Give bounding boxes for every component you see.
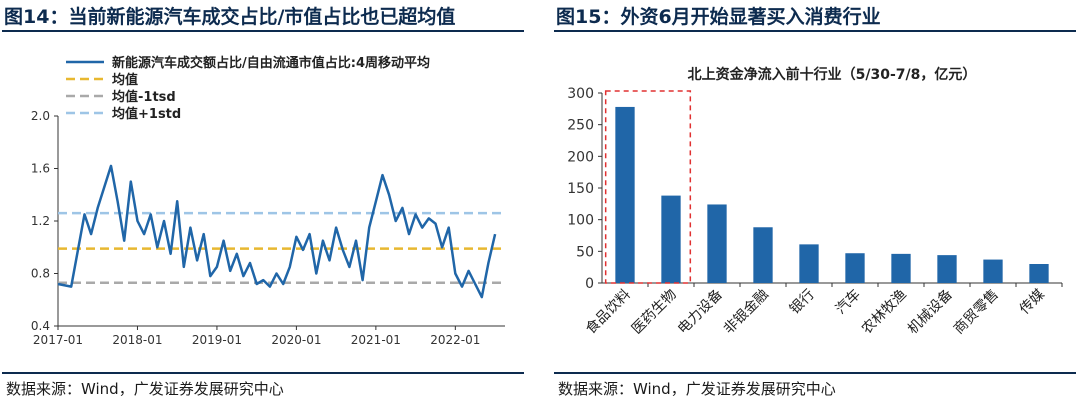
- bar-1: [615, 106, 635, 283]
- x-category-label: 食品饮料: [582, 286, 634, 338]
- y-tick-label: 0.4: [31, 319, 50, 333]
- legend-label: 均值+1std: [112, 106, 181, 122]
- x-category-label: 电力设备: [674, 286, 726, 338]
- y-tick-label: 0.8: [31, 267, 50, 281]
- left-source-divider: [2, 372, 524, 374]
- x-tick-label: 2021-01: [351, 333, 401, 347]
- left-figure-panel: 图14：当前新能源汽车成交占比/市值占比也已超均值 0.4 0.8 1.2 1.6 2.…: [0, 0, 528, 406]
- right-figure-title: 图15：外资6月开始显著买入消费行业: [556, 6, 881, 28]
- right-source-divider: [554, 372, 1076, 374]
- y-tick-label: 2.0: [31, 109, 50, 123]
- x-category-label: 商贸零售: [951, 287, 1002, 338]
- y-tick-label: 200: [567, 149, 594, 165]
- x-category-label: 医药生物: [629, 287, 680, 338]
- right-source-note: 数据来源：Wind，广发证券发展研究中心: [558, 380, 836, 398]
- left-title-divider: [2, 30, 524, 32]
- x-category-label: 汽车: [832, 286, 864, 318]
- x-tick-label: 2022-01: [430, 333, 480, 347]
- x-category-label: 机械设备: [904, 286, 956, 338]
- y-tick-label: 1.2: [31, 214, 50, 228]
- bar-9: [983, 259, 1003, 283]
- highlight-box: [604, 90, 692, 284]
- legend-label: 新能源汽车成交额占比/自由流通市值占比:4周移动平均: [112, 55, 430, 71]
- y-tick-label: 150: [567, 181, 594, 197]
- x-category-label: 银行: [787, 287, 818, 318]
- bar-7: [891, 253, 911, 283]
- y-tick-label: 250: [567, 118, 594, 134]
- series-line-ratio: [57, 164, 497, 299]
- bar-8: [937, 255, 957, 283]
- chart-title: 北上资金净流入前十行业（5/30-7/8，亿元）: [688, 66, 977, 83]
- x-tick-label: 2018-01: [112, 333, 162, 347]
- bar-3: [707, 204, 727, 283]
- x-category-label: 非银金融: [721, 287, 772, 338]
- right-figure-panel: 图15：外资6月开始显著买入消费行业 北上资金净流入前十行业（5/30-7/8，…: [552, 0, 1080, 406]
- x-tick-label: 2017-01: [33, 333, 83, 347]
- y-tick-label: 50: [576, 244, 594, 260]
- bar-2: [661, 195, 681, 283]
- bar-5: [799, 244, 819, 283]
- x-tick-label: 2020-01: [271, 333, 321, 347]
- legend-label: 均值-1tsd: [112, 89, 176, 105]
- y-tick-label: 1.6: [31, 162, 50, 176]
- right-title-divider: [554, 30, 1076, 32]
- y-tick-label: 0: [585, 276, 594, 292]
- x-tick-label: 2019-01: [192, 333, 242, 347]
- left-source-note: 数据来源：Wind，广发证券发展研究中心: [6, 380, 284, 398]
- y-tick-label: 300: [567, 86, 594, 102]
- bar-4: [753, 227, 773, 283]
- x-category-label: 传媒: [1017, 287, 1048, 318]
- y-tick-label: 100: [567, 213, 594, 229]
- x-category-label: 农林牧渔: [859, 287, 910, 338]
- bar-6: [845, 253, 865, 283]
- bar-chart: 北上资金净流入前十行业（5/30-7/8，亿元） 0 50 100 150 200 250 3…: [567, 66, 1063, 338]
- legend-label: 均值: [112, 72, 138, 88]
- line-chart: 0.4 0.8 1.2 1.6 2.0 2017-01 2018-01 2019-01 2020…: [31, 55, 505, 347]
- bar-10: [1029, 264, 1049, 283]
- left-figure-title: 图14：当前新能源汽车成交占比/市值占比也已超均值: [4, 6, 456, 28]
